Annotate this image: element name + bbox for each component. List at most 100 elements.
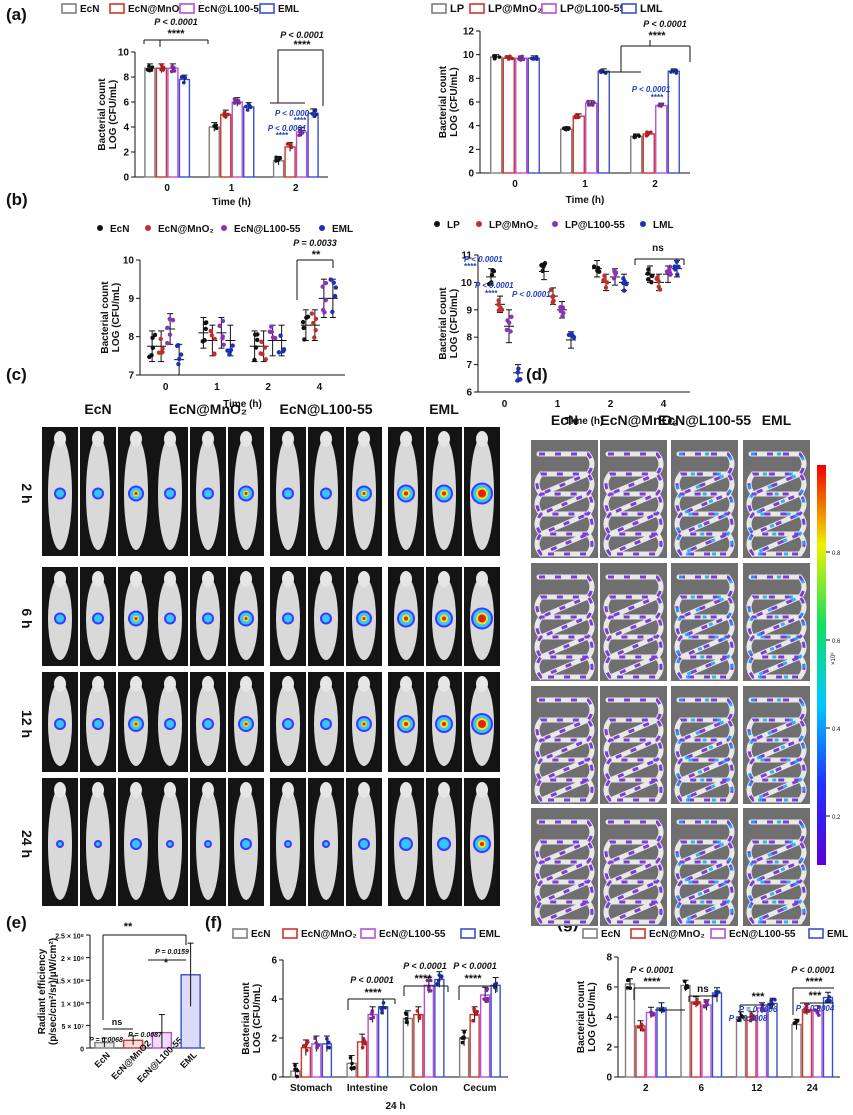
data-point	[636, 1025, 641, 1029]
data-point	[311, 320, 316, 326]
data-point	[323, 297, 328, 303]
mouse-head	[92, 782, 104, 798]
signal-blob	[322, 614, 330, 623]
x-tick-label: 0	[164, 183, 170, 194]
signal-blob	[204, 489, 212, 498]
bar	[656, 1007, 667, 1078]
bar	[167, 67, 179, 178]
y-tick-label: 2	[123, 148, 129, 159]
signal-blob	[58, 842, 62, 846]
y-axis-label: LOG (CFU/mL)	[449, 67, 460, 136]
significance: ****	[293, 39, 311, 51]
signal-blob	[322, 489, 330, 498]
y-tick-label: 7	[466, 360, 472, 371]
data-point	[370, 1008, 375, 1013]
data-point	[826, 998, 830, 1002]
tissue-image-frame	[600, 686, 667, 804]
signal-blob	[56, 720, 64, 728]
bar	[645, 1011, 657, 1078]
p-value: P < 0.0001	[280, 30, 323, 40]
legend-label: EML	[278, 4, 299, 15]
data-point	[436, 978, 441, 983]
data-point	[558, 305, 563, 310]
data-point	[379, 1007, 384, 1011]
data-point	[226, 112, 230, 117]
p-value: P < 0.0001	[403, 961, 446, 971]
data-point	[695, 997, 699, 1002]
data-point	[259, 339, 264, 345]
data-point	[633, 134, 637, 139]
y-axis-label: LOG (CFU/mL)	[252, 984, 263, 1053]
signal-blob	[206, 842, 210, 846]
timepoint-label: 24 h	[19, 830, 35, 858]
panel-label: (c)	[6, 365, 27, 384]
significance: ns	[697, 984, 709, 995]
x-tick-label: 2	[652, 179, 658, 190]
p-value: P = 0.0006	[739, 1005, 778, 1014]
data-point	[664, 269, 670, 274]
significance: ****	[414, 973, 432, 985]
tissue-image-frame	[671, 563, 738, 681]
signal-blob	[404, 616, 408, 621]
x-tick-label: 12	[751, 1083, 763, 1094]
data-point	[646, 267, 651, 272]
y-tick-label: 9	[128, 294, 134, 305]
data-point	[237, 101, 242, 105]
mouse-head	[282, 571, 294, 587]
tissue-image-frame	[600, 808, 667, 926]
significance: ****	[276, 131, 289, 140]
data-point	[674, 71, 679, 75]
panel-label: (b)	[6, 190, 28, 209]
signal-blob	[134, 722, 138, 726]
group-header: EcN@L100-55	[279, 401, 372, 417]
data-point	[598, 69, 603, 73]
signal-blob	[244, 722, 248, 726]
intestine-tissue	[746, 819, 807, 926]
tissue-image-frame	[531, 686, 598, 804]
bar	[243, 106, 255, 178]
p-value: P = 0.0068	[89, 1037, 123, 1044]
signal-blob	[94, 720, 102, 728]
y-axis-label: Bacterial count	[97, 78, 108, 151]
bar	[413, 1013, 424, 1078]
signal-blob	[56, 614, 64, 623]
data-point	[217, 323, 222, 329]
x-axis-label: Time (h)	[223, 399, 262, 410]
legend-label: EML	[479, 929, 500, 940]
p-value: P < 0.0001	[453, 961, 496, 971]
legend-swatch	[469, 3, 485, 14]
data-point	[650, 1010, 654, 1015]
y-tick-label: 7	[128, 371, 134, 382]
data-point	[507, 54, 512, 59]
data-point	[331, 280, 336, 285]
data-point	[672, 264, 677, 269]
y-tick-label: 8	[606, 953, 612, 964]
data-point	[181, 75, 186, 79]
data-point	[670, 68, 675, 73]
data-point	[675, 272, 680, 277]
data-point	[278, 156, 283, 161]
legend-label: EcN@MnO₂	[649, 929, 705, 940]
mouse-head	[320, 571, 332, 587]
data-point	[170, 64, 174, 69]
data-point	[360, 1045, 365, 1050]
legend-label: EcN	[251, 929, 270, 940]
data-point	[313, 1036, 317, 1041]
data-point	[147, 64, 151, 68]
data-point	[428, 978, 433, 983]
legend-label: EcN	[110, 224, 129, 235]
mouse-head	[202, 676, 214, 692]
data-point	[550, 294, 555, 300]
bar	[690, 1001, 702, 1078]
p-value: P = 0.0159	[155, 949, 189, 956]
y-tick-label: 6	[606, 983, 612, 994]
y-axis-label: LOG (CFU/mL)	[111, 283, 122, 352]
mouse-head	[130, 782, 142, 798]
mouse-head	[92, 571, 104, 587]
bar	[479, 994, 491, 1078]
data-point	[159, 63, 164, 67]
data-point	[212, 351, 217, 357]
x-tick-label: Cecum	[463, 1083, 496, 1094]
data-point	[298, 128, 302, 133]
